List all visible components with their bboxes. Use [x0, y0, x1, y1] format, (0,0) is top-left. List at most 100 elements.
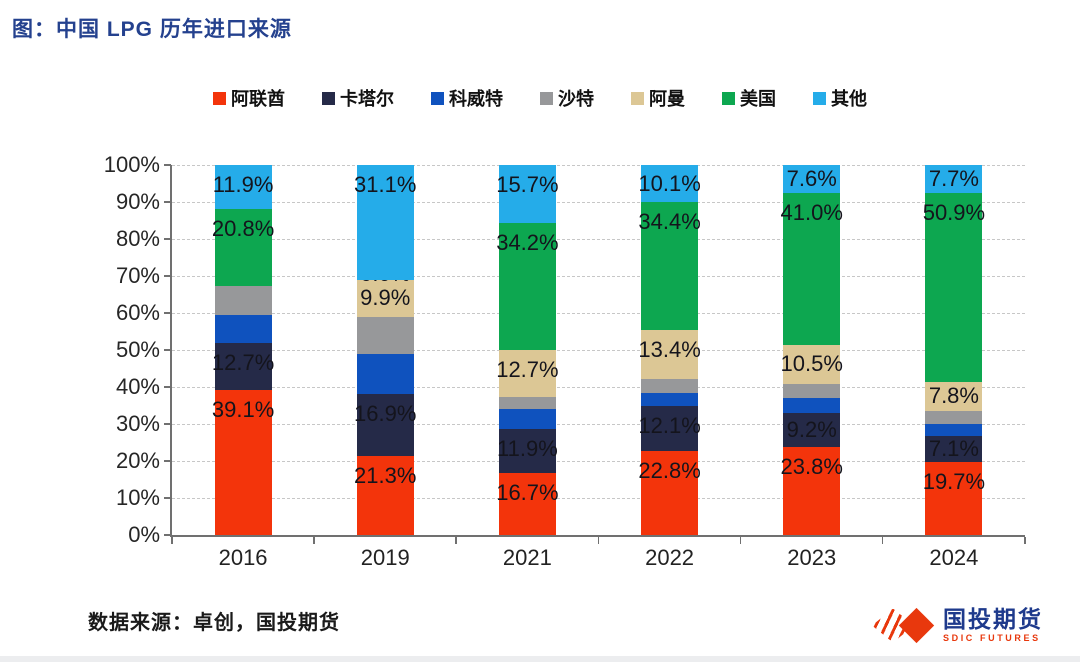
bar-segment-2016-卡塔尔: [214, 343, 272, 391]
bar-segment-2024-其他: [925, 165, 983, 194]
data-label-2021-阿曼: 12.7%: [496, 356, 559, 382]
x-tick-mark: [881, 537, 884, 544]
x-axis-label-2021: 2021: [502, 545, 552, 570]
bottom-strip: [0, 656, 1080, 662]
x-tick-mark: [455, 537, 457, 544]
bar-segment-2024-科威特: [925, 424, 983, 436]
bar-segment-2024-阿联酋: [925, 462, 983, 535]
legend-swatch-icon: [540, 91, 553, 105]
bar-segment-2019-卡塔尔: [356, 393, 414, 457]
bar-segment-2021-阿联酋: [498, 473, 556, 535]
bar-segment-2019-沙特: [356, 316, 414, 354]
y-tick-label-10: 10%: [115, 485, 160, 510]
bar-segment-2016-科威特: [214, 315, 272, 344]
bar-segment-2022-科威特: [641, 392, 699, 406]
data-label-2022-其他: 10.1%: [638, 170, 701, 196]
data-label-2023-美国: 41.0%: [780, 200, 843, 226]
data-label-2023-阿联酋: 23.8%: [780, 453, 843, 479]
data-label-2022-阿曼: 13.4%: [638, 336, 701, 362]
bar-segment-2023-阿联酋: [783, 446, 841, 535]
legend-swatch-icon: [431, 91, 444, 105]
data-label-2019-卡塔尔: 16.9%: [354, 400, 417, 426]
bar-segment-2023-卡塔尔: [783, 412, 841, 447]
y-tick-mark: [164, 534, 171, 536]
legend-swatch-icon: [722, 91, 735, 105]
bar-segment-2024-美国: [925, 193, 983, 382]
data-label-2024-卡塔尔: 7.1%: [928, 435, 979, 461]
data-label-2022-美国: 34.4%: [638, 209, 701, 235]
legend-item-6: 其他: [813, 85, 867, 111]
bar-segment-2022-沙特: [641, 379, 699, 393]
legend-label: 美国: [740, 89, 776, 109]
gridline-80: [172, 239, 1025, 240]
data-label-2019-阿曼: 9.9%: [360, 285, 411, 311]
x-tick-mark: [739, 537, 742, 544]
legend-label: 阿曼: [649, 89, 685, 109]
bar-segment-2024-沙特: [925, 410, 983, 424]
logo: 国投期货 SDIC FUTURES: [872, 607, 1043, 644]
data-label-2021-其他: 15.7%: [496, 172, 559, 197]
data-label-2019-其他: 31.1%: [354, 172, 417, 197]
y-tick-mark: [164, 423, 171, 425]
legend-label: 卡塔尔: [340, 89, 394, 109]
y-tick-label-80: 80%: [115, 226, 160, 251]
bar-segment-2019-其他: [356, 165, 414, 281]
data-label-2024-阿曼: 7.8%: [928, 383, 979, 409]
data-label-2022-阿联酋: 22.8%: [638, 457, 701, 483]
legend: 阿联酋 卡塔尔 科威特 沙特 阿曼 美国 其他: [0, 84, 1080, 112]
legend-item-3: 沙特: [540, 85, 594, 111]
bar-segment-2021-其他: [498, 165, 556, 224]
data-label-2021-美国: 34.2%: [496, 230, 559, 256]
y-tick-label-20: 20%: [115, 448, 160, 473]
y-tick-label-0: 0%: [128, 522, 160, 547]
bar-segment-2022-阿联酋: [641, 450, 699, 535]
legend-item-0: 阿联酋: [213, 85, 285, 111]
y-tick-mark: [164, 312, 171, 314]
gridline-100: [172, 165, 1025, 166]
y-tick-label-30: 30%: [115, 411, 160, 436]
bar-segment-2016-阿联酋: [214, 390, 272, 535]
x-axis-label-2022: 2022: [645, 545, 695, 570]
y-tick-label-90: 90%: [115, 189, 160, 214]
legend-item-4: 阿曼: [631, 85, 685, 111]
y-tick-mark: [164, 460, 171, 462]
bar-segment-2019-科威特: [356, 353, 414, 394]
legend-swatch-icon: [322, 91, 335, 105]
bar-segment-2021-阿曼: [498, 349, 556, 397]
bar-segment-2024-卡塔尔: [925, 435, 983, 463]
y-tick-mark: [164, 349, 171, 351]
legend-item-2: 科威特: [431, 85, 503, 111]
data-label-2023-其他: 7.6%: [786, 166, 837, 192]
data-label-2023-阿曼: 10.5%: [780, 351, 843, 377]
legend-swatch-icon: [213, 91, 226, 105]
x-tick-mark: [313, 537, 315, 544]
data-label-2016-美国: 20.8%: [211, 216, 275, 242]
data-label-2023-卡塔尔: 9.2%: [786, 416, 837, 442]
bar-segment-2021-科威特: [498, 408, 556, 430]
bar-segment-2019-阿曼: [356, 280, 414, 317]
y-tick-mark: [164, 164, 171, 166]
bar-segment-2021-沙特: [498, 396, 556, 409]
bar-segment-2023-美国: [783, 193, 841, 345]
legend-label: 阿联酋: [231, 89, 285, 109]
gridline-40: [172, 387, 1025, 388]
gridline-50: [172, 350, 1025, 351]
data-label-2016-卡塔尔: 12.7%: [211, 350, 275, 376]
y-tick-mark: [164, 386, 171, 388]
bar-segment-2024-阿曼: [925, 381, 983, 411]
y-tick-label-60: 60%: [115, 300, 160, 325]
y-tick-label-50: 50%: [115, 337, 160, 362]
bar-segment-2016-美国: [214, 209, 272, 286]
data-label-2019-阿联酋: 21.3%: [354, 463, 417, 489]
logo-text: 国投期货 SDIC FUTURES: [943, 608, 1043, 643]
logo-diamond-icon: [898, 607, 935, 644]
bar-segment-2016-沙特: [214, 285, 272, 316]
bar-segment-2023-其他: [783, 165, 841, 194]
gridline-60: [172, 313, 1025, 314]
bar-segment-2023-科威特: [783, 398, 841, 413]
data-label-2024-美国: 50.9%: [922, 200, 986, 226]
data-label-2021-阿联酋: 16.7%: [496, 480, 559, 506]
logo-subtitle: SDIC FUTURES: [943, 633, 1041, 643]
x-axis-label-2019: 2019: [360, 545, 410, 570]
